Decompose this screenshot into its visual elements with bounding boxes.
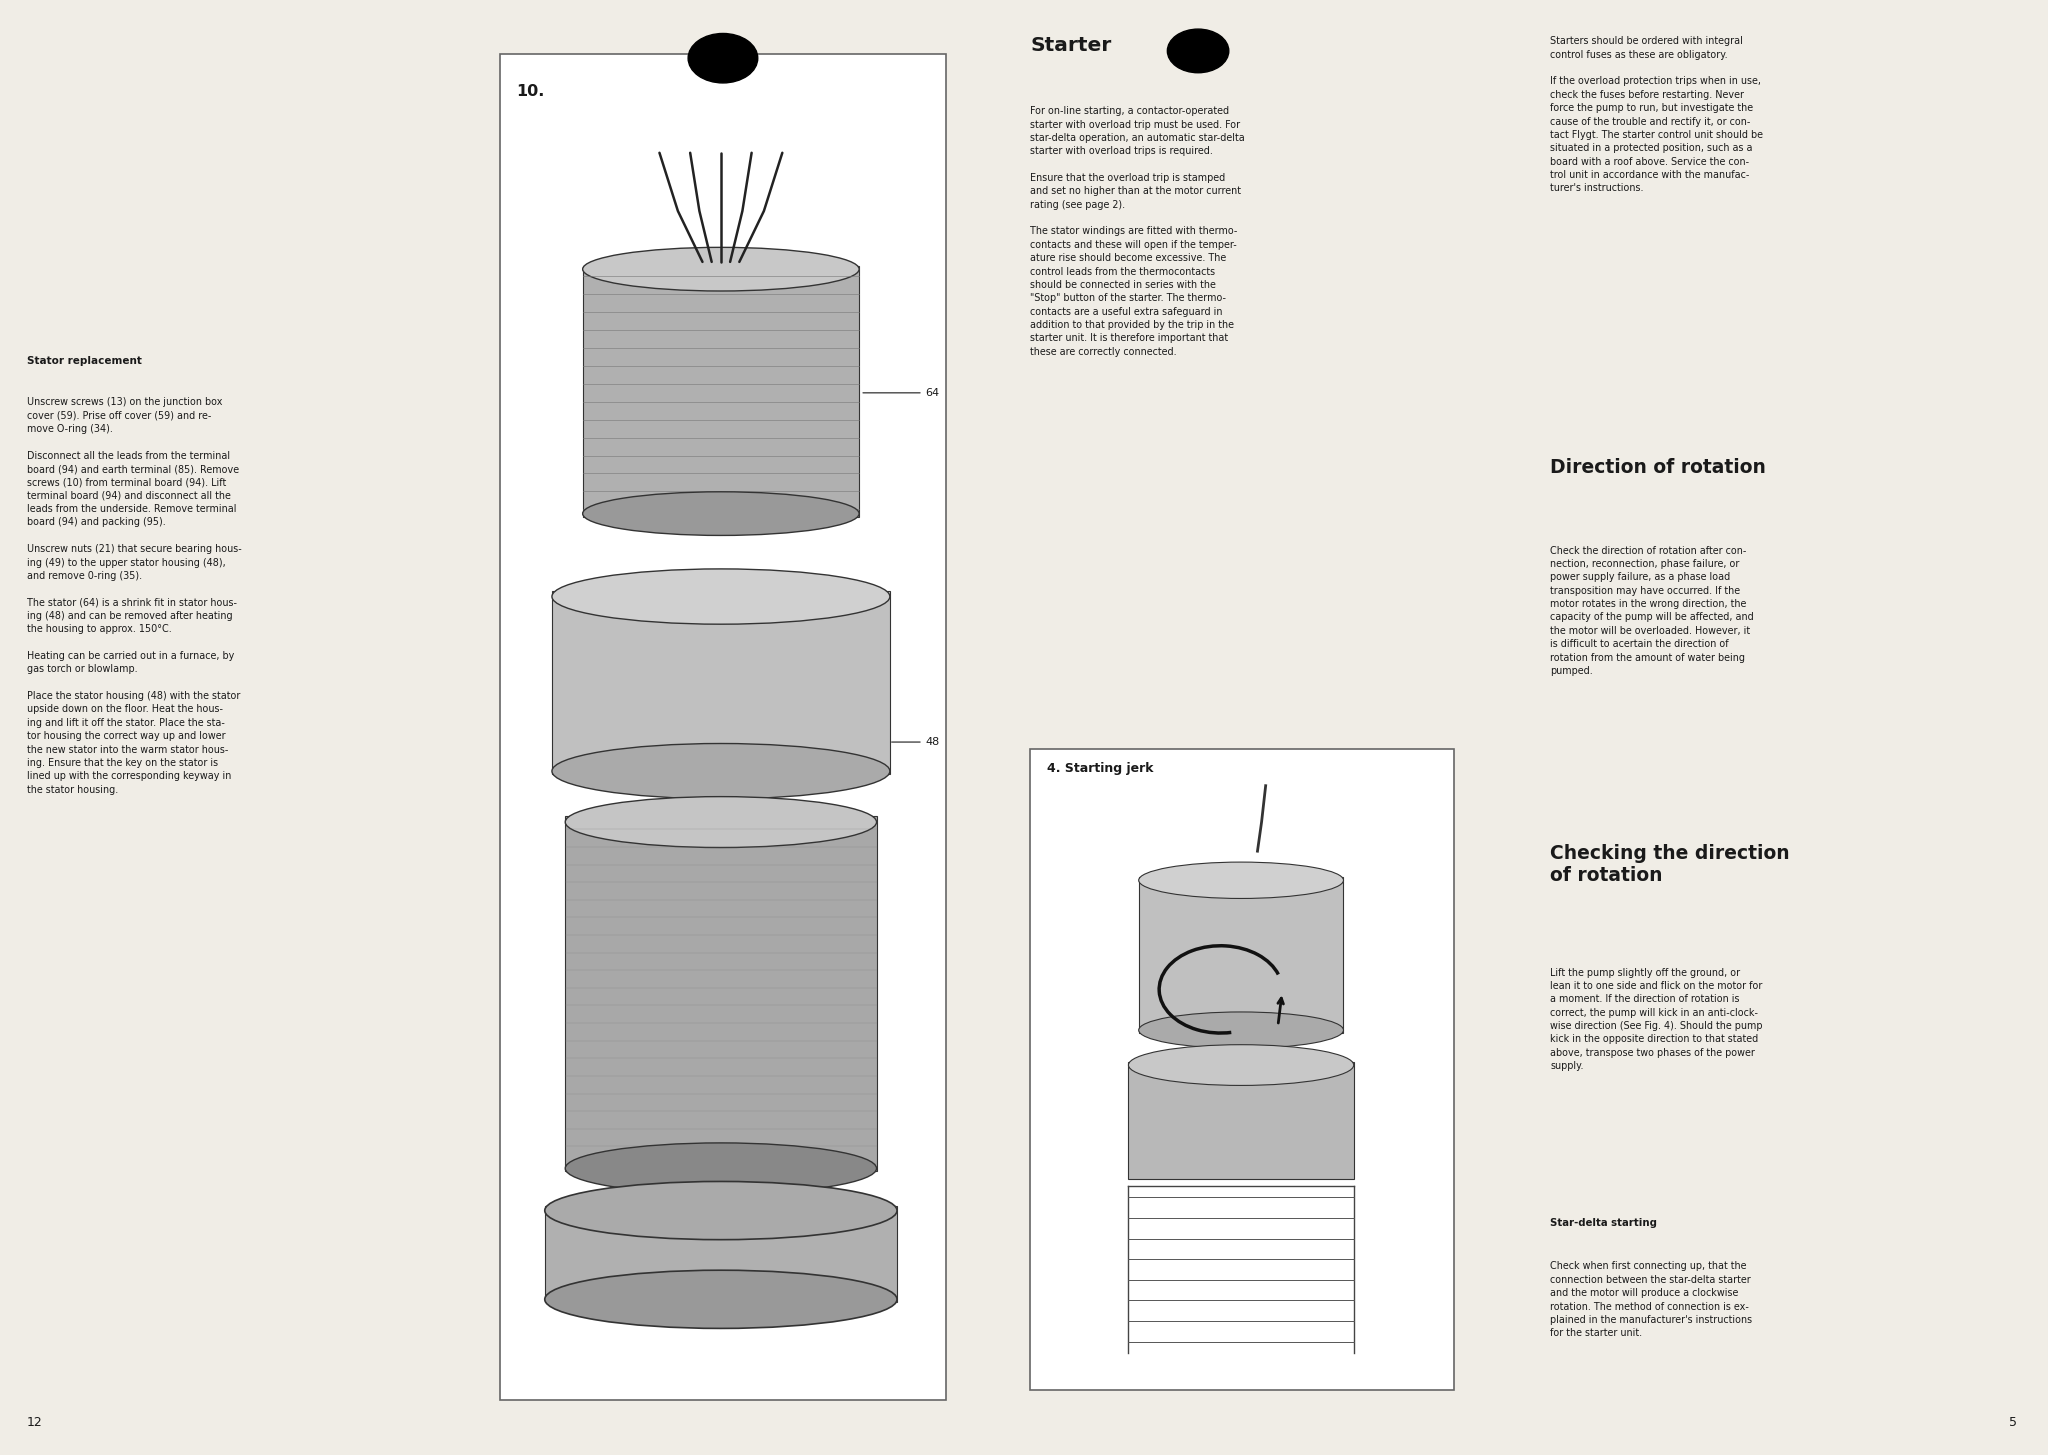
Bar	[1128, 1062, 1354, 1179]
Text: 48: 48	[891, 738, 940, 746]
Bar	[1139, 877, 1343, 1033]
Ellipse shape	[582, 247, 860, 291]
Text: 12: 12	[27, 1416, 43, 1429]
Ellipse shape	[545, 1181, 897, 1240]
Text: Star-delta starting: Star-delta starting	[1550, 1218, 1657, 1228]
Text: Starters should be ordered with integral
control fuses as these are obligatory.
: Starters should be ordered with integral…	[1550, 36, 1763, 194]
Ellipse shape	[1139, 1013, 1343, 1048]
Text: Check the direction of rotation after con-
nection, reconnection, phase failure,: Check the direction of rotation after co…	[1550, 546, 1753, 677]
Ellipse shape	[582, 492, 860, 535]
Ellipse shape	[545, 1270, 897, 1328]
Text: Stator replacement: Stator replacement	[27, 356, 141, 367]
Text: Checking the direction
of rotation: Checking the direction of rotation	[1550, 844, 1790, 885]
Text: Unscrew screws (13) on the junction box
cover (59). Prise off cover (59) and re-: Unscrew screws (13) on the junction box …	[27, 397, 242, 794]
Ellipse shape	[565, 1144, 877, 1193]
Text: For on-line starting, a contactor-operated
starter with overload trip must be us: For on-line starting, a contactor-operat…	[1030, 106, 1245, 356]
Text: Starter: Starter	[1030, 36, 1112, 55]
Ellipse shape	[551, 744, 889, 799]
Text: 10.: 10.	[516, 84, 545, 99]
Bar	[565, 816, 877, 1171]
Bar	[1030, 749, 1454, 1390]
Bar	[551, 591, 889, 774]
Ellipse shape	[1128, 1045, 1354, 1085]
Text: 4. Starting jerk: 4. Starting jerk	[1047, 762, 1153, 776]
Circle shape	[1167, 29, 1229, 73]
Text: Direction of rotation: Direction of rotation	[1550, 458, 1765, 477]
Bar	[500, 54, 946, 1400]
Bar	[582, 266, 860, 517]
Circle shape	[688, 33, 758, 83]
Text: 64: 64	[862, 388, 940, 397]
Text: 5: 5	[2009, 1416, 2017, 1429]
Text: Check when first connecting up, that the
connection between the star-delta start: Check when first connecting up, that the…	[1550, 1261, 1753, 1339]
Bar	[545, 1206, 897, 1302]
Ellipse shape	[565, 797, 877, 847]
Ellipse shape	[551, 569, 889, 624]
Text: Lift the pump slightly off the ground, or
lean it to one side and flick on the m: Lift the pump slightly off the ground, o…	[1550, 968, 1763, 1071]
Ellipse shape	[1139, 861, 1343, 898]
